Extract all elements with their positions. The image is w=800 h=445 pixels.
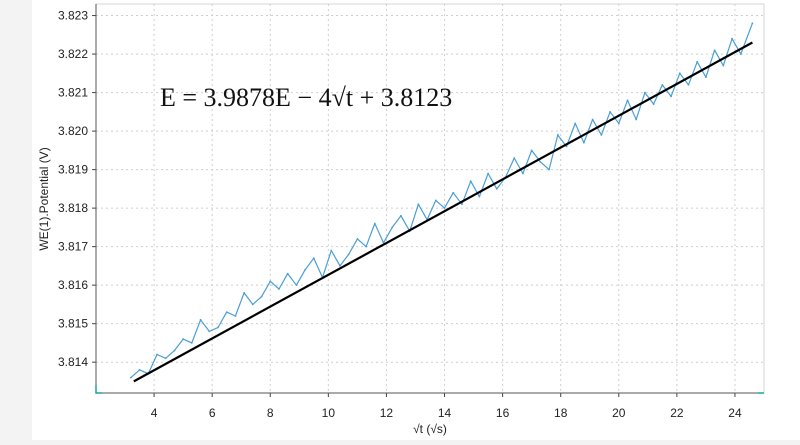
data-point	[330, 249, 333, 252]
data-point	[556, 134, 559, 136]
x-tick-label: 18	[554, 406, 568, 420]
y-tick-label: 3.817	[58, 240, 88, 254]
x-tick-label: 12	[380, 406, 394, 420]
y-tick-label: 3.820	[58, 124, 88, 138]
data-point	[461, 203, 463, 206]
y-tick-label: 3.818	[58, 201, 88, 215]
data-point	[312, 257, 315, 260]
y-tick-label: 3.821	[58, 86, 88, 100]
data-point	[548, 168, 550, 171]
axis-corner-marker	[95, 385, 102, 394]
data-point	[705, 76, 707, 79]
data-point	[443, 207, 446, 210]
data-point	[522, 172, 524, 175]
data-point	[400, 214, 402, 217]
data-point	[626, 99, 629, 102]
data-point	[495, 187, 498, 190]
data-point	[269, 280, 272, 283]
data-point	[208, 330, 211, 333]
data-point	[373, 222, 376, 225]
data-point	[138, 368, 141, 371]
data-point	[739, 53, 742, 55]
x-tick-label: 8	[267, 406, 274, 420]
y-tick-label: 3.822	[58, 47, 88, 61]
data-point	[609, 110, 611, 113]
data-point	[434, 199, 437, 202]
data-point	[417, 203, 420, 206]
axes: 4 6 8 10 12 14 16 18 20 22 24 3.814 3.815 3.816 3.817 3…	[58, 4, 764, 420]
data-point	[217, 326, 219, 329]
data-point	[670, 95, 672, 98]
y-axis-title: WE(1).Potential (V)	[37, 147, 51, 250]
data-point	[513, 157, 516, 159]
grid	[95, 3, 765, 394]
x-tick-label: 10	[322, 406, 336, 420]
data-point	[173, 349, 176, 352]
y-tick-label: 3.815	[58, 317, 88, 331]
x-tick-label: 24	[728, 406, 742, 420]
x-tick-label: 4	[151, 406, 158, 420]
x-axis-title: √t (√s)	[413, 422, 447, 436]
data-point	[617, 122, 620, 125]
equation-annotation: E = 3.9878E − 4√t + 3.8123	[160, 83, 452, 112]
series	[129, 22, 754, 383]
y-tick-label: 3.823	[58, 9, 88, 23]
data-point	[591, 118, 594, 121]
data-point	[661, 83, 664, 86]
y-tick-label: 3.814	[58, 355, 88, 369]
measured-series-line	[130, 23, 753, 379]
x-tick-label: 22	[670, 406, 684, 420]
x-tick-label: 20	[612, 406, 626, 420]
data-point	[530, 149, 533, 152]
data-point	[295, 284, 298, 287]
x-tick-label: 6	[209, 406, 216, 420]
data-point	[478, 195, 481, 198]
data-point	[129, 376, 132, 379]
plot-frame	[95, 3, 765, 394]
data-point	[251, 303, 254, 306]
data-point	[722, 64, 725, 67]
y-tick-label: 3.819	[58, 163, 88, 177]
data-point	[635, 118, 638, 121]
data-point	[687, 83, 690, 86]
data-point	[356, 238, 359, 240]
data-point	[286, 272, 289, 275]
data-point	[304, 268, 307, 271]
data-point	[365, 245, 368, 248]
data-point	[469, 180, 472, 183]
data-point	[260, 295, 263, 298]
chart-figure: 4 6 8 10 12 14 16 18 20 22 24 3.814 3.815 3.816 3.817 3…	[32, 0, 800, 440]
data-point	[391, 226, 394, 229]
data-point	[600, 134, 603, 136]
data-point	[565, 145, 568, 148]
data-point	[574, 122, 577, 125]
data-point	[644, 91, 646, 94]
data-point	[583, 141, 585, 144]
data-point	[225, 311, 228, 314]
y-tick-label: 3.816	[58, 278, 88, 292]
data-point	[182, 338, 185, 340]
data-point	[278, 288, 280, 290]
data-point	[696, 60, 699, 63]
data-point	[347, 253, 350, 256]
data-point	[487, 172, 489, 175]
data-point	[234, 315, 237, 317]
data-point	[713, 49, 716, 52]
data-point	[156, 353, 158, 356]
data-point	[199, 318, 202, 321]
data-point	[190, 342, 193, 344]
fit-line	[133, 41, 753, 383]
data-point	[164, 357, 167, 360]
data-point	[339, 265, 341, 267]
data-point	[751, 22, 754, 25]
potential-vs-sqrt-time-chart: 4 6 8 10 12 14 16 18 20 22 24 3.814 3.815 3.816 3.817 3…	[37, 3, 765, 436]
data-point	[452, 191, 455, 194]
data-point	[243, 291, 246, 294]
data-point	[731, 37, 733, 40]
data-point	[652, 103, 655, 106]
data-point	[539, 161, 542, 163]
x-tick-label: 16	[496, 406, 510, 420]
data-point	[678, 72, 681, 75]
x-tick-label: 14	[438, 406, 452, 420]
